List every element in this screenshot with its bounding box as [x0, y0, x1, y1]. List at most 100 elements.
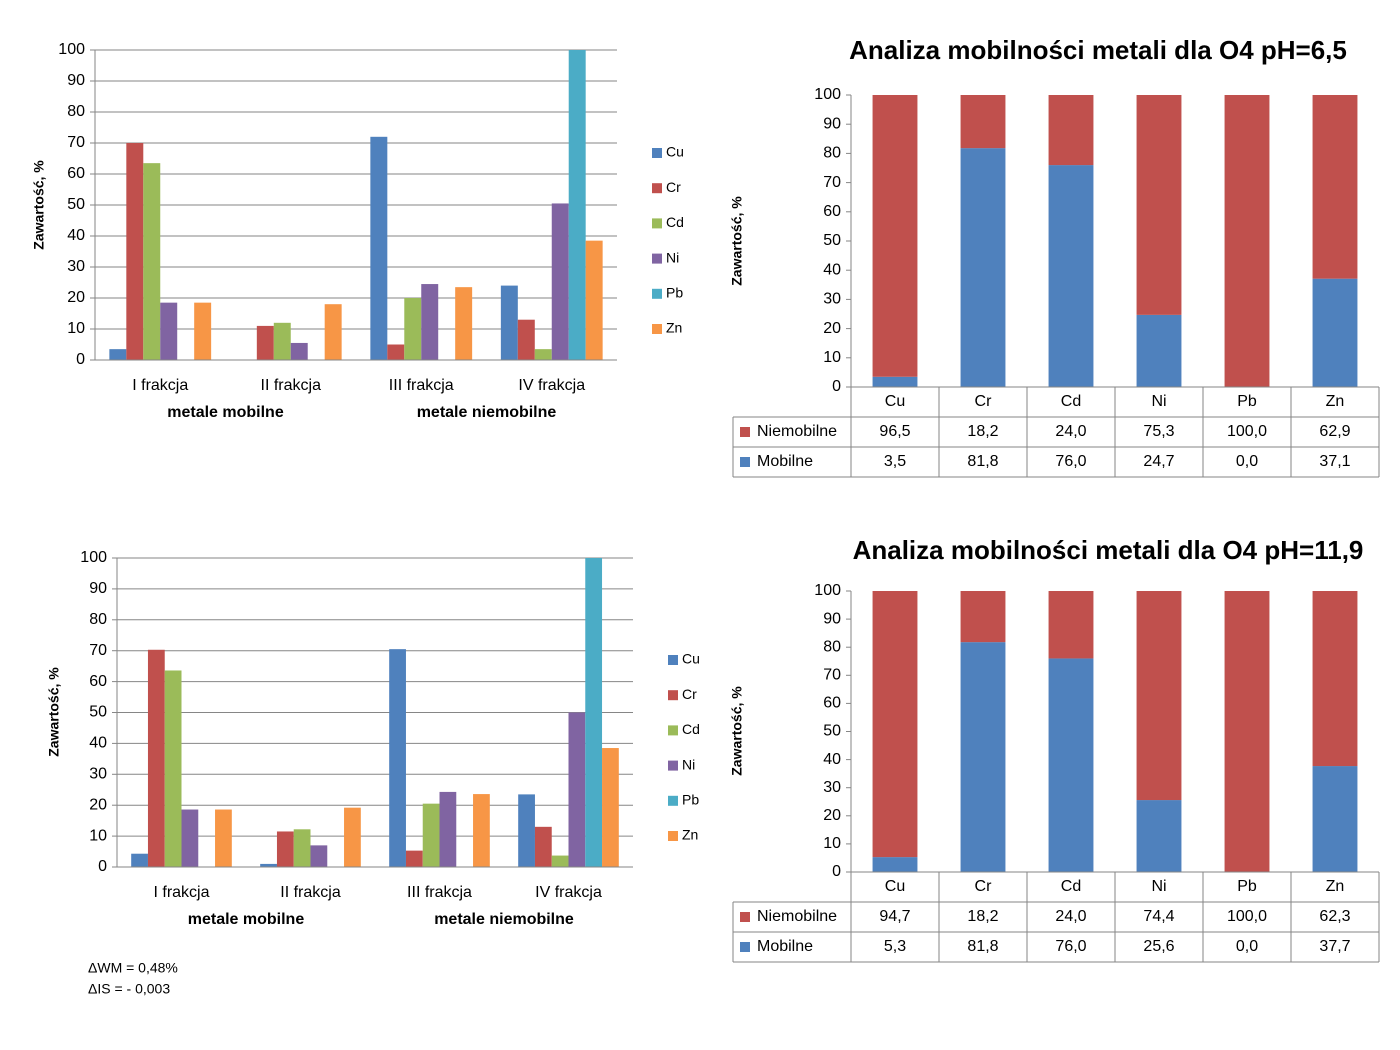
chart-title: Analiza mobilności metali dla O4 pH=6,5 — [849, 35, 1347, 65]
table-value: 100,0 — [1227, 423, 1267, 440]
y-tick-label: 100 — [814, 582, 841, 599]
legend-swatch — [668, 725, 678, 736]
y-tick-label: 10 — [823, 835, 841, 852]
bar — [215, 809, 232, 867]
bar — [126, 143, 144, 360]
bar — [518, 794, 535, 867]
y-axis-label: Zawartość, % — [46, 667, 62, 757]
y-tick-label: 20 — [67, 289, 85, 306]
bar — [421, 284, 439, 360]
y-tick-label: 30 — [89, 766, 107, 783]
bar-segment — [1312, 95, 1358, 279]
x-tick-label: Cu — [885, 393, 905, 410]
y-tick-label: 70 — [67, 134, 85, 151]
table-value: 18,2 — [967, 423, 998, 440]
bar — [568, 50, 586, 360]
legend-swatch — [740, 942, 750, 952]
bar-segment — [1136, 591, 1182, 801]
category-group-label: metale mobilne — [188, 911, 305, 928]
table-value: 76,0 — [1055, 938, 1086, 955]
bar-segment — [960, 591, 1006, 643]
y-axis-label: Zawartość, % — [729, 686, 745, 776]
table-value: 0,0 — [1236, 938, 1258, 955]
legend-label: Cr — [682, 686, 697, 702]
table-value: 37,1 — [1319, 453, 1350, 470]
x-tick-label: Zn — [1326, 393, 1345, 410]
x-tick-label: Zn — [1326, 878, 1345, 895]
category-group-label: metale niemobilne — [417, 404, 557, 421]
x-tick-label: Cd — [1061, 878, 1081, 895]
legend-swatch — [652, 183, 662, 194]
annotation: ΔWM = 0,48% — [88, 960, 178, 976]
table-value: 96,5 — [879, 423, 910, 440]
y-tick-label: 50 — [823, 232, 841, 249]
bar — [256, 325, 274, 360]
table-value: 62,3 — [1319, 908, 1350, 925]
bar — [324, 304, 342, 360]
bar — [517, 319, 535, 360]
y-tick-label: 10 — [89, 827, 107, 844]
legend-label: Ni — [682, 756, 695, 772]
bar — [455, 287, 473, 360]
y-tick-label: 70 — [89, 642, 107, 659]
bar — [585, 240, 603, 360]
y-tick-label: 80 — [823, 145, 841, 162]
legend-swatch — [668, 760, 678, 771]
legend-swatch — [668, 655, 678, 665]
bar-segment — [1312, 591, 1358, 767]
bar-segment — [1136, 800, 1182, 872]
y-tick-label: 60 — [823, 203, 841, 220]
x-tick-label: IV frakcja — [535, 884, 602, 901]
legend-swatch — [652, 148, 662, 158]
y-tick-label: 40 — [89, 735, 107, 752]
bar — [405, 850, 423, 867]
x-tick-label: Ni — [1151, 393, 1166, 410]
bar-segment — [1048, 165, 1094, 387]
y-tick-label: 90 — [89, 580, 107, 597]
table-value: 100,0 — [1227, 908, 1267, 925]
bar — [387, 344, 405, 360]
legend-label: Cd — [666, 214, 684, 230]
bar — [422, 803, 440, 867]
bar — [260, 863, 277, 867]
x-tick-label: Pb — [1237, 878, 1257, 895]
bar — [276, 831, 294, 867]
y-tick-label: 0 — [832, 863, 841, 880]
y-tick-label: 90 — [823, 610, 841, 627]
legend-swatch — [668, 690, 678, 701]
legend-label: Niemobilne — [757, 908, 837, 925]
bar-segment — [1224, 95, 1270, 387]
legend-swatch — [668, 795, 678, 806]
y-tick-label: 20 — [823, 807, 841, 824]
x-tick-label: II frakcja — [280, 884, 341, 901]
table-value: 24,0 — [1055, 908, 1086, 925]
y-tick-label: 70 — [823, 174, 841, 191]
legend-swatch — [652, 218, 662, 229]
category-group-label: metale niemobilne — [434, 911, 574, 928]
bar-segment — [1048, 591, 1094, 659]
y-tick-label: 80 — [823, 638, 841, 655]
category-group-label: metale mobilne — [167, 404, 284, 421]
y-axis-label: Zawartość, % — [31, 160, 47, 250]
table-value: 37,7 — [1319, 938, 1350, 955]
bar-segment — [872, 591, 918, 858]
bar-segment — [1048, 95, 1094, 166]
bar-segment — [872, 857, 918, 872]
bar — [273, 322, 291, 360]
bar — [290, 342, 308, 360]
bar — [404, 298, 422, 360]
table-value: 81,8 — [967, 938, 998, 955]
bar — [131, 853, 148, 867]
bar-segment — [1312, 766, 1358, 872]
table-value: 74,4 — [1143, 908, 1174, 925]
legend-swatch — [652, 324, 662, 334]
y-tick-label: 80 — [89, 611, 107, 628]
y-tick-label: 30 — [67, 258, 85, 275]
x-tick-label: Cd — [1061, 393, 1081, 410]
bar — [344, 807, 361, 867]
table-value: 24,0 — [1055, 423, 1086, 440]
bar — [293, 829, 311, 867]
table-value: 3,5 — [884, 453, 906, 470]
y-tick-label: 10 — [823, 349, 841, 366]
